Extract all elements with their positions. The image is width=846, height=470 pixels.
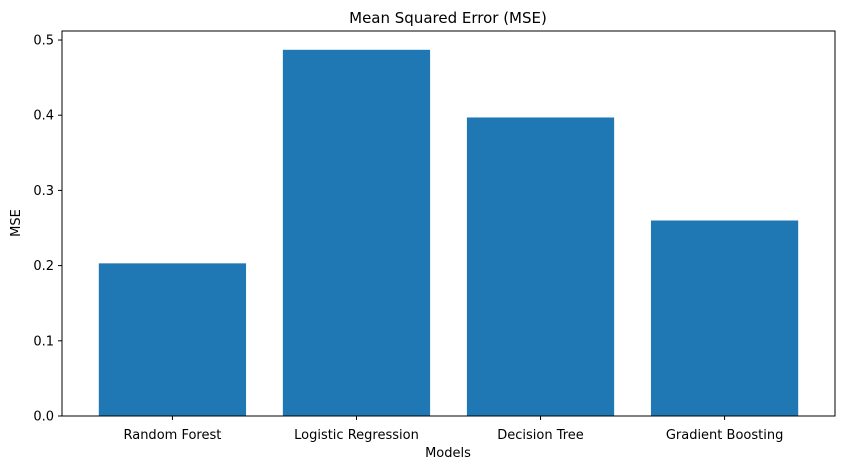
x-tick-label: Gradient Boosting: [666, 428, 784, 443]
bar-logistic-regression: [282, 49, 431, 416]
y-tick-label: 0.3: [33, 184, 54, 199]
x-tick-label: Decision Tree: [497, 428, 584, 443]
x-axis-label: Models: [425, 446, 471, 461]
bars-group: [98, 49, 799, 416]
y-tick-label: 0.5: [33, 34, 54, 49]
y-axis: 0.0 0.1 0.2 0.3 0.4 0.5: [33, 34, 62, 425]
y-tick-label: 0.4: [33, 109, 54, 124]
x-tick-label: Random Forest: [123, 428, 221, 443]
bar-random-forest: [98, 263, 247, 416]
bar-decision-tree: [466, 117, 615, 416]
y-tick-label: 0.1: [33, 334, 54, 349]
x-axis: Random Forest Logistic Regression Decision…: [123, 416, 783, 443]
y-tick-label: 0.0: [33, 410, 54, 425]
chart-title: Mean Squared Error (MSE): [349, 9, 547, 27]
x-tick-label: Logistic Regression: [294, 428, 419, 443]
y-tick-label: 0.2: [33, 259, 54, 274]
y-axis-label: MSE: [9, 209, 24, 237]
bar-gradient-boosting: [650, 220, 799, 416]
plot-frame: [61, 30, 836, 417]
